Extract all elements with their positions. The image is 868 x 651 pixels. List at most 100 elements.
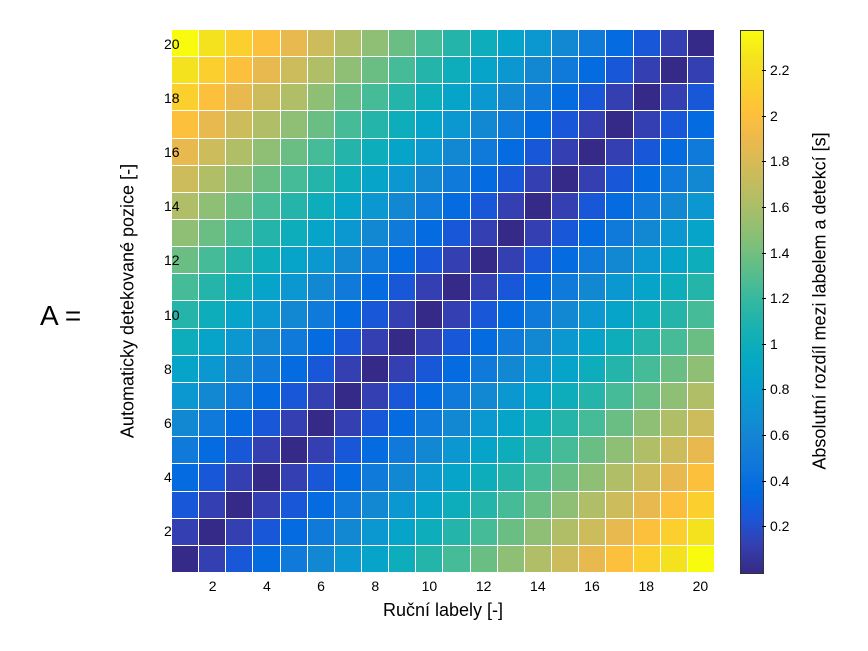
heatmap-cell [362, 166, 388, 192]
heatmap-cell [226, 274, 252, 300]
heatmap-cells [172, 30, 714, 572]
heatmap-cell [199, 30, 225, 56]
heatmap-cell [389, 329, 415, 355]
heatmap-cell [172, 492, 198, 518]
heatmap-cell [471, 166, 497, 192]
heatmap-cell [226, 437, 252, 463]
heatmap-cell [498, 410, 524, 436]
heatmap-cell [226, 492, 252, 518]
heatmap-cell [498, 492, 524, 518]
heatmap-cell [661, 383, 687, 409]
heatmap-cell [253, 546, 279, 572]
heatmap-cell [498, 356, 524, 382]
heatmap-cell [606, 274, 632, 300]
heatmap-cell [389, 383, 415, 409]
heatmap-cell [661, 356, 687, 382]
heatmap-cell [606, 84, 632, 110]
heatmap-cell [634, 111, 660, 137]
heatmap-cell [335, 84, 361, 110]
heatmap-cell [688, 437, 714, 463]
heatmap-cell [498, 166, 524, 192]
heatmap-cell [552, 247, 578, 273]
heatmap-cell [281, 492, 307, 518]
heatmap-cell [335, 301, 361, 327]
heatmap-cell [226, 356, 252, 382]
heatmap-cell [525, 193, 551, 219]
heatmap-cell [443, 492, 469, 518]
heatmap-cell [199, 139, 225, 165]
heatmap-cell [335, 410, 361, 436]
heatmap-cell [525, 274, 551, 300]
heatmap-cell [362, 410, 388, 436]
heatmap-cell [525, 383, 551, 409]
heatmap-cell [579, 274, 605, 300]
heatmap-cell [362, 356, 388, 382]
heatmap-cell [308, 356, 334, 382]
heatmap-cell [471, 519, 497, 545]
heatmap-cell [661, 464, 687, 490]
heatmap-cell [552, 111, 578, 137]
heatmap-cell [335, 274, 361, 300]
heatmap-cell [308, 166, 334, 192]
heatmap-cell [362, 247, 388, 273]
heatmap-cell [335, 220, 361, 246]
matrix-prefix: A = [40, 300, 81, 332]
colorbar-label: Absolutní rozdíl mezi labelem a detekcí … [810, 132, 831, 469]
x-tick: 12 [476, 578, 492, 594]
heatmap-cell [552, 437, 578, 463]
heatmap-cell [389, 166, 415, 192]
heatmap-cell [389, 139, 415, 165]
heatmap-cell [281, 546, 307, 572]
heatmap-cell [226, 139, 252, 165]
heatmap-cell [634, 220, 660, 246]
heatmap-cell [606, 111, 632, 137]
heatmap-cell [471, 139, 497, 165]
heatmap-cell [226, 383, 252, 409]
heatmap-cell [606, 301, 632, 327]
heatmap-cell [688, 84, 714, 110]
heatmap-cell [634, 410, 660, 436]
heatmap-cell [253, 410, 279, 436]
heatmap-cell [416, 410, 442, 436]
heatmap-cell [416, 519, 442, 545]
heatmap-cell [281, 193, 307, 219]
x-tick: 4 [263, 578, 271, 594]
heatmap-cell [362, 30, 388, 56]
heatmap-cell [471, 30, 497, 56]
heatmap-cell [226, 301, 252, 327]
heatmap-cell [552, 57, 578, 83]
heatmap-cell [362, 139, 388, 165]
heatmap-cell [525, 139, 551, 165]
heatmap-cell [443, 193, 469, 219]
colorbar-tick: 0.4 [770, 473, 789, 489]
colorbar-tick: 2.2 [770, 62, 789, 78]
heatmap-cell [253, 356, 279, 382]
heatmap-cell [199, 464, 225, 490]
heatmap-cell [416, 437, 442, 463]
heatmap-cell [661, 519, 687, 545]
heatmap-cell [552, 410, 578, 436]
heatmap-cell [362, 220, 388, 246]
heatmap-cell [498, 301, 524, 327]
heatmap-cell [389, 437, 415, 463]
heatmap-cell [172, 464, 198, 490]
heatmap-cell [199, 492, 225, 518]
heatmap-cell [471, 111, 497, 137]
heatmap-cell [335, 111, 361, 137]
heatmap-cell [471, 410, 497, 436]
heatmap-cell [443, 30, 469, 56]
colorbar-tickmark [762, 161, 766, 162]
heatmap-cell [416, 166, 442, 192]
heatmap-cell [362, 274, 388, 300]
heatmap-cell [552, 220, 578, 246]
heatmap-cell [253, 437, 279, 463]
heatmap-cell [443, 410, 469, 436]
heatmap-cell [634, 139, 660, 165]
heatmap-cell [579, 383, 605, 409]
heatmap-cell [308, 111, 334, 137]
heatmap-cell [199, 247, 225, 273]
heatmap-cell [253, 111, 279, 137]
heatmap-cell [498, 247, 524, 273]
heatmap-cell [416, 546, 442, 572]
heatmap-cell [199, 220, 225, 246]
